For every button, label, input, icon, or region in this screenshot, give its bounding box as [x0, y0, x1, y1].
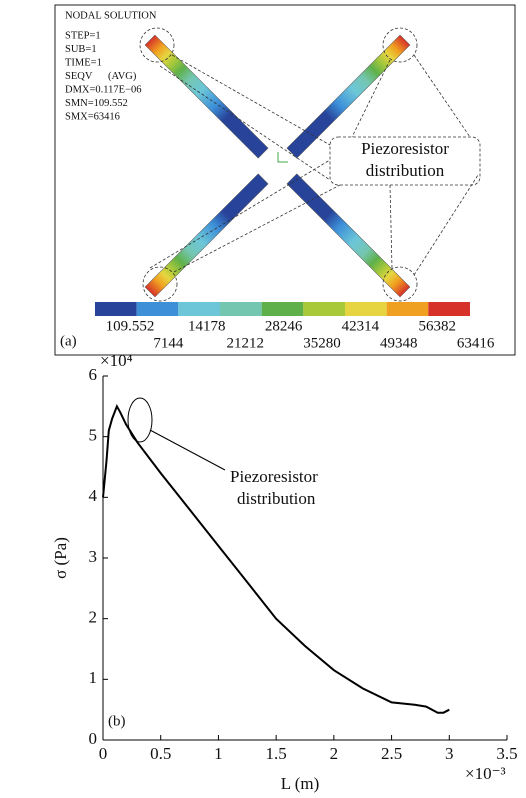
panel-label: (a) [60, 333, 77, 349]
y-tick-label: 4 [89, 486, 98, 505]
y-axis-label: σ (Pa) [51, 537, 70, 579]
annotation-ellipse [128, 398, 152, 442]
x-tick-label: 0 [99, 744, 108, 763]
colorbar-segment [387, 302, 429, 316]
annotation-line [150, 430, 225, 470]
x-tick-label: 2 [330, 744, 339, 763]
colorbar-label: 42314 [342, 318, 380, 334]
y-multiplier: ×10⁴ [100, 351, 133, 370]
colorbar-segment [220, 302, 262, 316]
x-tick-label: 2.5 [381, 744, 402, 763]
annotation: distribution [366, 161, 445, 180]
colorbar-segment [137, 302, 179, 316]
colorbar-label: 63416 [457, 335, 495, 351]
y-tick-label: 3 [89, 547, 98, 566]
header: NODAL SOLUTION [65, 10, 157, 21]
y-tick-label: 6 [89, 365, 98, 384]
colorbar-segment [262, 302, 304, 316]
beam [145, 174, 268, 297]
x-tick-label: 1.5 [266, 744, 287, 763]
colorbar-label: 28246 [265, 318, 303, 334]
info-line: STEP=1 [65, 30, 101, 41]
annotation: Piezoresistor [230, 467, 318, 486]
y-tick-label: 0 [89, 729, 98, 748]
colorbar-label: 56382 [418, 318, 456, 334]
colorbar-label: 7144 [153, 335, 184, 351]
x-tick-label: 3.5 [496, 744, 517, 763]
y-tick-label: 5 [89, 426, 98, 445]
panel-a: NODAL SOLUTION Piezoresistor distributio… [55, 5, 515, 355]
beam [145, 35, 268, 158]
annotation: distribution [237, 489, 316, 508]
info-line: TIME=1 [65, 57, 102, 68]
panel-label: (b) [108, 713, 126, 729]
colorbar-label: 49348 [380, 335, 418, 351]
annotation: Piezoresistor [361, 139, 449, 158]
colorbar-label: 21212 [226, 335, 264, 351]
y-tick-label: 1 [89, 668, 98, 687]
figure: NODAL SOLUTION Piezoresistor distributio… [0, 0, 526, 798]
info-line: SEQV (AVG) [65, 71, 137, 82]
axis-triad [278, 152, 288, 162]
colorbar-segment [178, 302, 220, 316]
info-line: SUB=1 [65, 44, 97, 55]
colorbar-label: 109.552 [106, 318, 155, 334]
y-tick-label: 2 [89, 608, 98, 627]
info-line: DMX=0.117E−06 [65, 84, 142, 95]
colorbar-segment [303, 302, 345, 316]
panel-b: ×10⁴ ×10⁻³ L (m) σ (Pa) (b) Piezoresisto… [51, 351, 518, 793]
x-tick-label: 0.5 [150, 744, 171, 763]
x-axis-label: L (m) [281, 774, 320, 793]
info-line: SMN=109.552 [65, 98, 128, 109]
colorbar-segment [95, 302, 137, 316]
colorbar-label: 14178 [188, 318, 226, 334]
x-tick-label: 3 [445, 744, 454, 763]
colorbar-label: 35280 [303, 335, 341, 351]
x-multiplier: ×10⁻³ [465, 764, 506, 783]
info-line: SMX=63416 [65, 111, 120, 122]
data-line [103, 406, 449, 712]
colorbar-segment [345, 302, 387, 316]
x-tick-label: 1 [214, 744, 223, 763]
colorbar-segment [428, 302, 470, 316]
